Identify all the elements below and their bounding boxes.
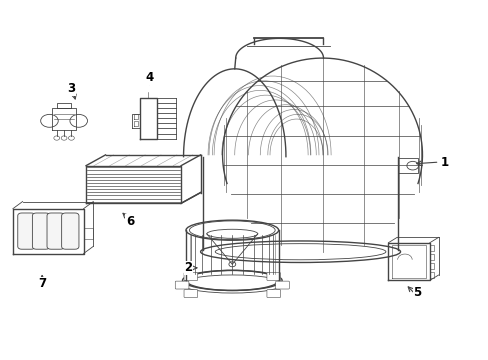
FancyBboxPatch shape [183,290,197,297]
FancyBboxPatch shape [266,290,280,297]
FancyBboxPatch shape [266,273,280,280]
FancyBboxPatch shape [47,213,64,249]
Text: 2: 2 [184,261,192,274]
Text: 1: 1 [440,156,447,168]
Text: 7: 7 [38,278,46,291]
FancyBboxPatch shape [175,281,188,289]
Text: 6: 6 [125,215,134,228]
Text: 3: 3 [67,82,75,95]
FancyBboxPatch shape [18,213,35,249]
FancyBboxPatch shape [275,281,289,289]
Text: 5: 5 [413,287,421,300]
FancyBboxPatch shape [32,213,50,249]
FancyBboxPatch shape [61,213,79,249]
Text: 4: 4 [145,71,153,84]
FancyBboxPatch shape [183,273,197,280]
